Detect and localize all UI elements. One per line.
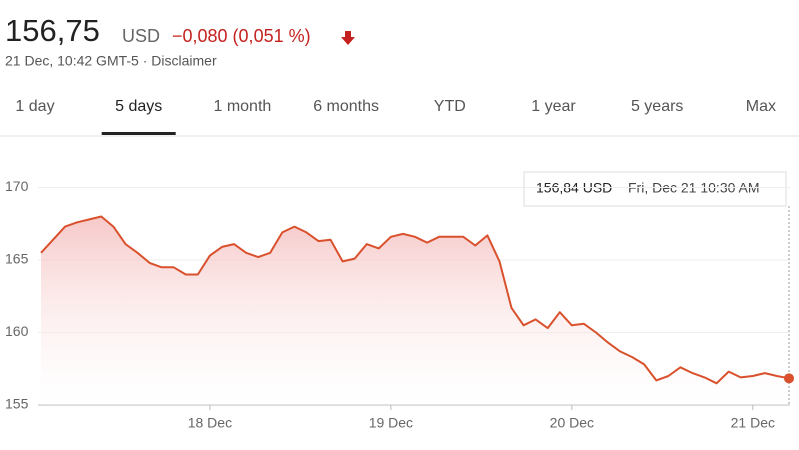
tab[interactable]: 6 months [313, 98, 379, 115]
price-line [40, 215, 790, 385]
tab[interactable]: 1 year [531, 98, 576, 115]
x-tick-label: 19 Dec [369, 415, 413, 431]
price: 156,75 [5, 13, 100, 48]
tab[interactable]: 1 day [15, 98, 54, 115]
tab[interactable]: 5 years [631, 98, 683, 115]
meta: 21 Dec, 10:42 GMT-5 · Disclaimer [5, 53, 217, 69]
x-tick-label: 20 Dec [550, 415, 594, 431]
y-tick-label: 160 [5, 323, 29, 339]
currency: USD [122, 26, 160, 46]
x-tick-label: 18 Dec [188, 415, 232, 431]
down-arrow [341, 31, 355, 45]
area-fill [41, 216, 789, 405]
x-tick-label: 21 Dec [731, 415, 775, 431]
hover-dot [784, 373, 794, 384]
tab[interactable]: Max [746, 98, 776, 115]
y-tick-label: 155 [5, 396, 29, 412]
change: −0,080 (0,051 %) [172, 26, 311, 46]
tab[interactable]: 5 days [115, 98, 162, 115]
y-tick-label: 170 [5, 178, 29, 194]
tab-underline [101, 132, 176, 135]
tooltip-box [523, 171, 787, 207]
y-tick-label: 165 [5, 251, 29, 267]
tab[interactable]: 1 month [213, 98, 271, 115]
tab[interactable]: YTD [434, 98, 466, 115]
